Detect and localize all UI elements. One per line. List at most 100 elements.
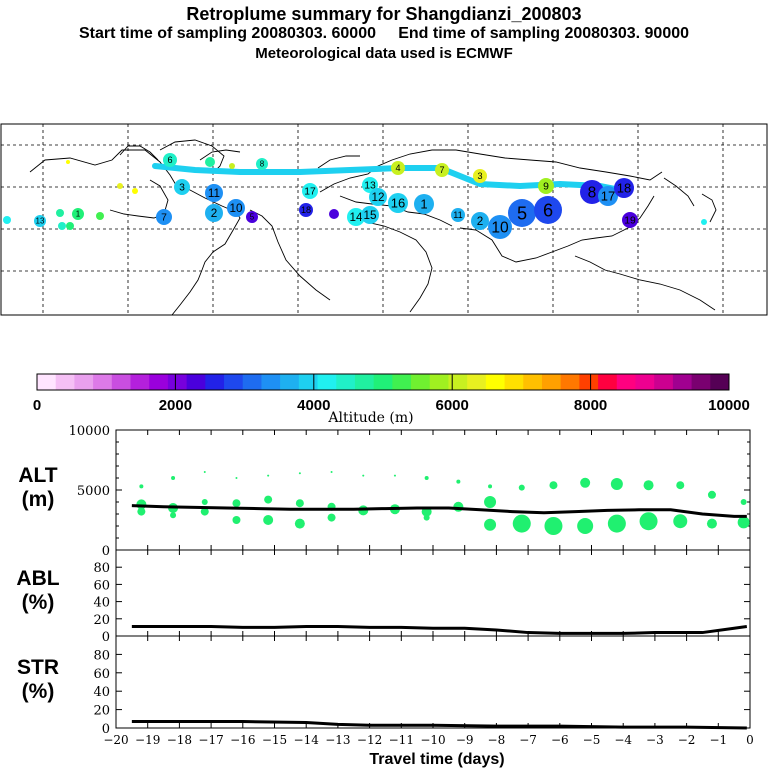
- colorbar-swatch: [224, 374, 244, 390]
- x-tick-label: −19: [135, 733, 160, 747]
- plume-position-marker: [701, 219, 707, 225]
- colorbar-swatch: [579, 374, 599, 390]
- plume-position-marker: [435, 163, 449, 177]
- plume-position-marker: [414, 194, 434, 214]
- alt-plume-point: [298, 472, 301, 475]
- plume-day-label: 3: [477, 171, 482, 181]
- y-tick-label: 60: [93, 578, 110, 593]
- x-tick-label: −1: [709, 733, 727, 747]
- alt-plume-point: [201, 499, 208, 505]
- colorbar-swatch: [130, 374, 150, 390]
- plume-track: [152, 163, 623, 193]
- plume-day-label: 3: [179, 183, 185, 194]
- plume-day-label: 5: [517, 203, 527, 223]
- colorbar-swatch: [205, 374, 225, 390]
- colorbar-label: Altitude (m): [327, 410, 413, 426]
- colorbar-swatch: [261, 374, 281, 390]
- alt-plume-point: [424, 476, 429, 480]
- plume-position-marker: [246, 211, 258, 223]
- plume-position-marker: [58, 222, 66, 230]
- alt-plume-point: [607, 514, 626, 533]
- alt-plume-point: [737, 516, 750, 529]
- alt-plume-point: [171, 476, 176, 480]
- alt-axis-label: (m): [22, 488, 55, 511]
- colorbar-swatch: [373, 374, 393, 390]
- colorbar-swatch: [167, 374, 188, 390]
- plume-day-label: 2: [477, 215, 484, 228]
- alt-plume-point: [232, 499, 241, 508]
- colorbar-swatch: [654, 374, 674, 390]
- alt-median-line: [131, 504, 747, 518]
- y-tick-label: 60: [93, 667, 110, 682]
- alt-plume-point: [235, 477, 238, 479]
- alt-plume-point: [484, 518, 497, 531]
- alt-plume-point: [580, 477, 591, 488]
- plume-position-marker: [361, 206, 379, 224]
- alt-plume-point: [264, 495, 273, 504]
- y-tick-label: 20: [93, 704, 110, 719]
- alt-plume-point: [453, 501, 464, 512]
- plume-position-marker: [329, 209, 339, 219]
- alt-plume-point: [170, 512, 177, 519]
- plume-position-marker: [538, 178, 554, 194]
- plume-day-label: 1: [420, 197, 427, 212]
- plume-day-label: 8: [260, 160, 265, 169]
- x-tick-label: −11: [389, 733, 414, 747]
- plume-position-marker: [132, 188, 138, 194]
- map-gridlines: [1, 124, 767, 315]
- alt-plume-point: [362, 474, 365, 477]
- x-tick-label: −20: [103, 733, 128, 747]
- plume-day-label: 18: [617, 181, 631, 196]
- alt-plume-point: [139, 484, 144, 489]
- plume-position-marker: [473, 169, 487, 183]
- colorbar-tick-label: 4000: [297, 397, 330, 414]
- plume-day-label: 6: [543, 200, 553, 220]
- plume-day-label: 10: [229, 202, 243, 215]
- plume-position-marker: [72, 208, 84, 220]
- colorbar-swatch: [280, 374, 300, 390]
- plume-position-marker: [56, 209, 64, 217]
- alt-plume-point: [707, 490, 716, 499]
- plume-day-label: 5: [250, 213, 255, 222]
- alt-plume-point: [294, 518, 305, 529]
- str-frame: [115, 635, 751, 729]
- colorbar-swatch: [560, 374, 580, 390]
- x-tick-label: −3: [646, 733, 664, 747]
- x-tick-label: −6: [551, 733, 569, 747]
- colorbar-swatch: [392, 374, 412, 390]
- plume-day-label: 15: [363, 209, 377, 222]
- plume-day-label: 6: [167, 155, 172, 165]
- alt-plume-point: [643, 480, 654, 491]
- plume-day-label: 11: [208, 187, 220, 200]
- colorbar-tick-labels: 0 2000 4000 6000 8000 10000: [33, 397, 750, 414]
- alt-plume-point: [393, 474, 396, 477]
- colorbar-tick-label: 8000: [574, 397, 607, 414]
- y-tick-label: 10000: [69, 424, 110, 439]
- plume-position-marker: [302, 183, 318, 199]
- colorbar-swatch: [448, 374, 468, 390]
- plume-position-marker: [227, 199, 245, 217]
- alt-panel: 0 5000 10000 ALT(m): [18, 424, 751, 559]
- colorbar-swatch: [616, 374, 636, 390]
- plume-day-label: 9: [543, 182, 549, 193]
- x-tick-label: −8: [488, 733, 506, 747]
- y-tick-label: 5000: [77, 484, 110, 499]
- altitude-colorbar: [36, 373, 730, 391]
- plume-position-marker: [347, 208, 365, 226]
- plume-day-label: 13: [364, 181, 376, 192]
- alt-plume-point: [706, 518, 717, 529]
- alt-plume-point: [295, 499, 304, 508]
- alt-plume-point: [577, 518, 594, 534]
- colorbar-swatch: [710, 374, 730, 390]
- plume-position-marker: [174, 179, 190, 195]
- alt-plume-point: [267, 474, 270, 477]
- plume-day-label: 2: [211, 207, 218, 220]
- abl-panel: 0 20 40 60 80 ABL(%): [16, 549, 751, 645]
- abl-axis-label: (%): [22, 591, 55, 614]
- alt-plume-point: [263, 515, 274, 525]
- plume-day-label: 4: [395, 163, 400, 173]
- colorbar-swatch: [504, 374, 524, 390]
- plume-position-marker: [369, 188, 387, 206]
- plume-day-label: 8: [588, 184, 597, 201]
